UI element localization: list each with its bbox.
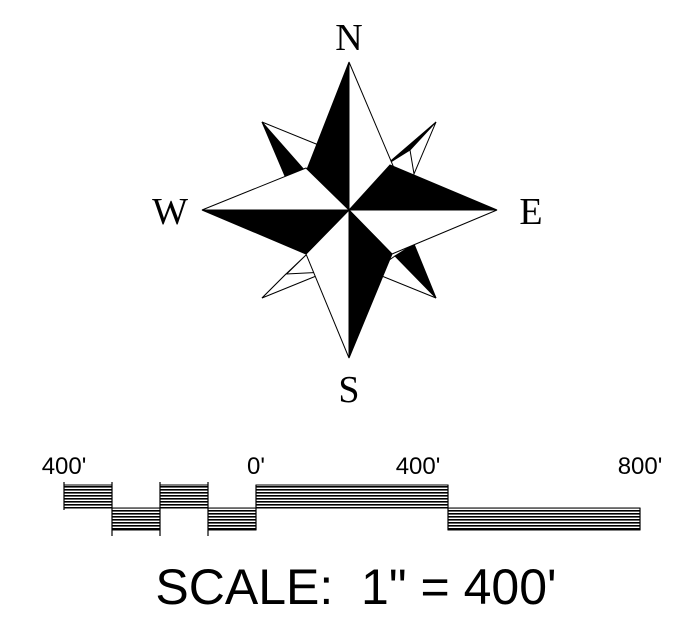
scale-segment-2 <box>111 507 161 531</box>
compass-point-ne-light <box>409 121 437 176</box>
compass-rose <box>201 61 498 359</box>
compass-label-north: N <box>335 17 362 59</box>
scale-segment-1 <box>63 484 113 509</box>
scale-segment-3 <box>159 484 209 509</box>
scale-bar-segments <box>63 484 641 531</box>
compass-secondary-points <box>261 121 437 299</box>
compass-label-east: E <box>519 191 542 233</box>
compass-label-south: S <box>338 369 359 411</box>
scale-tick-label-400-right: 400' <box>396 453 441 480</box>
scale-bar-ticks <box>63 482 641 536</box>
compass-label-west: W <box>152 191 188 233</box>
scale-tick-label-800: 800' <box>618 453 663 480</box>
compass-point-sw-light <box>261 271 327 299</box>
scale-bar: 400' 0' 400' 800' <box>42 453 663 536</box>
scale-caption: SCALE: 1" = 400' <box>155 559 556 615</box>
compass-point-west-light <box>201 167 351 211</box>
scale-segment-4 <box>207 507 257 531</box>
compass-cardinal-points <box>201 61 498 359</box>
scale-segment-5 <box>255 484 449 509</box>
scale-tick-label-400-left: 400' <box>42 453 87 480</box>
scale-segment-6 <box>447 507 641 531</box>
scale-tick-label-0: 0' <box>247 453 265 480</box>
